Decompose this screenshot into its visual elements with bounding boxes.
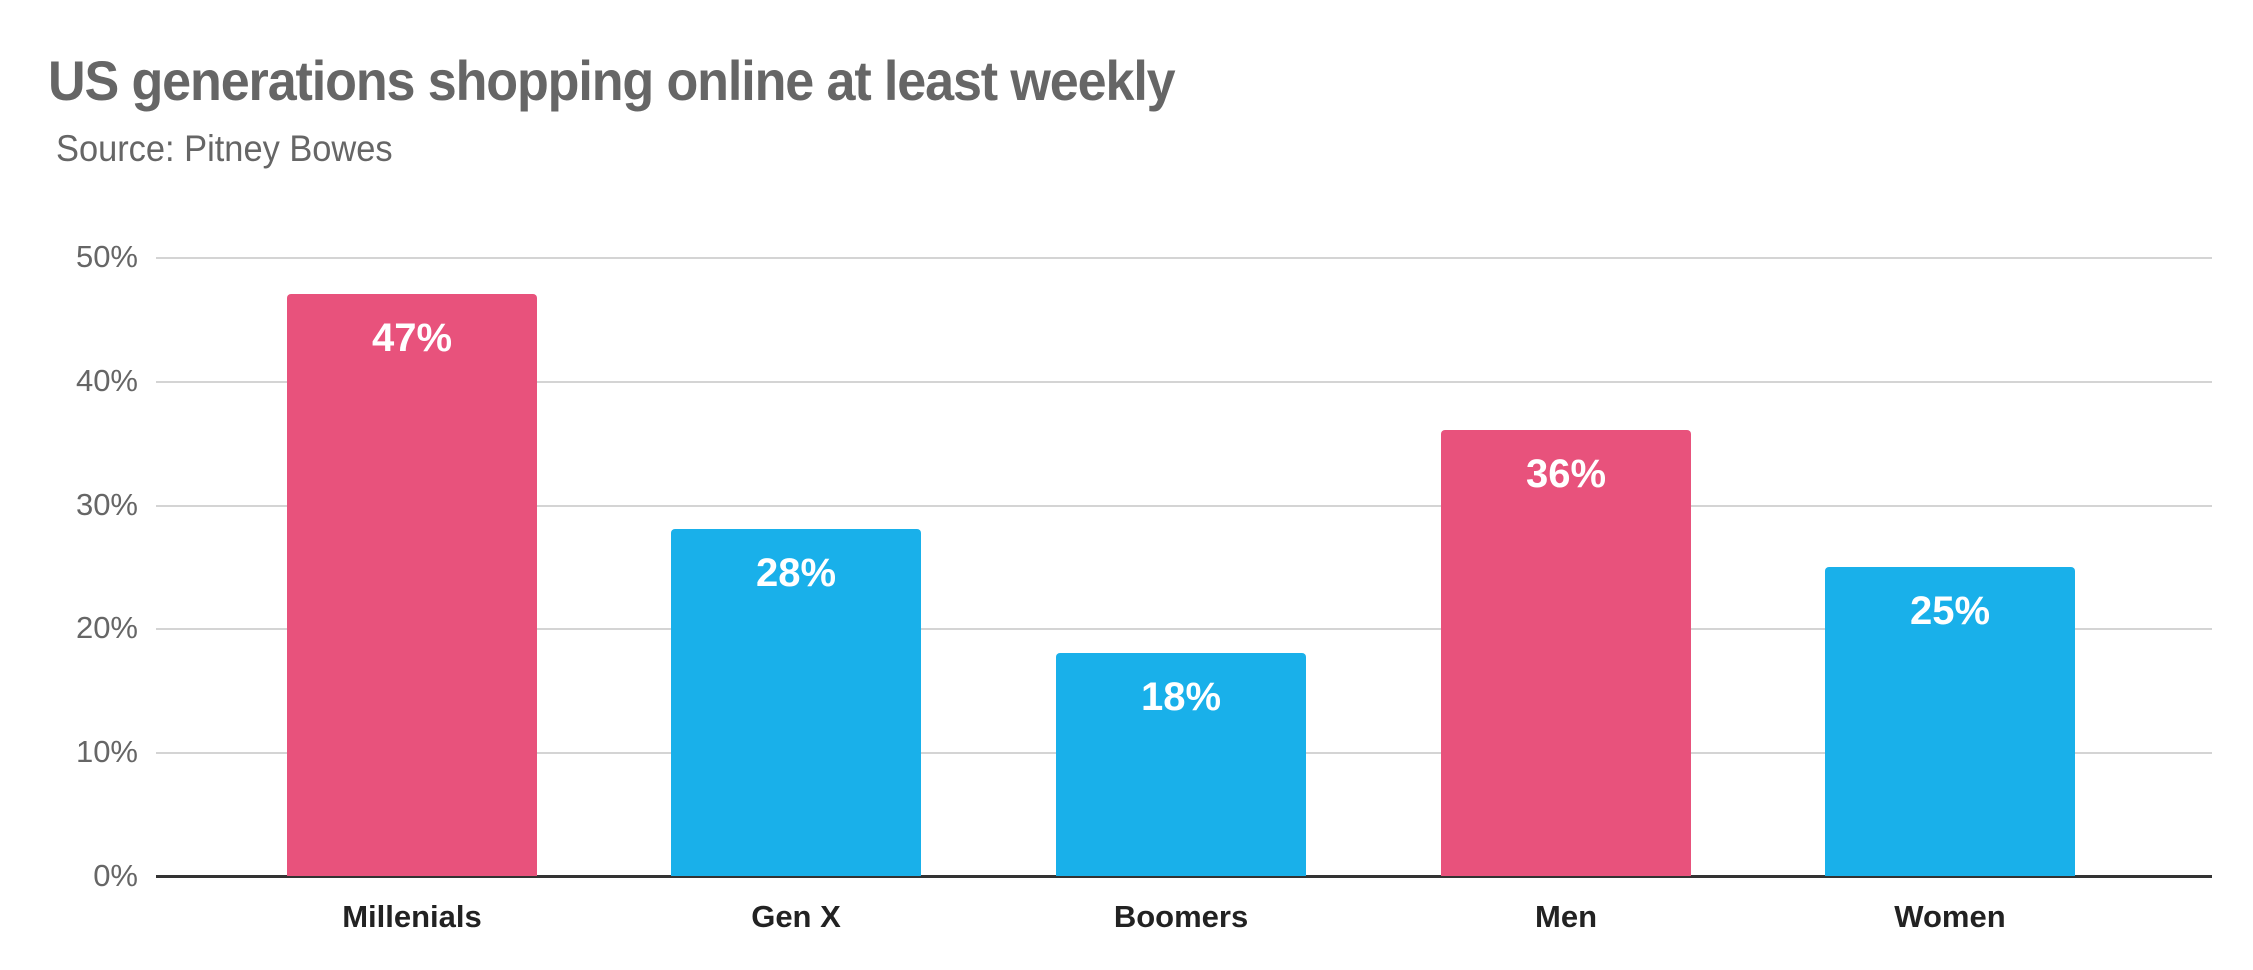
- gridline-30: [156, 504, 2212, 507]
- bar-boomers[interactable]: 18%: [1056, 653, 1306, 876]
- bar-women[interactable]: 25%: [1825, 566, 2075, 876]
- y-tick-label: 40%: [75, 362, 138, 398]
- x-category-label: Men: [1535, 899, 1597, 934]
- bar-value-label: 47%: [371, 316, 453, 361]
- y-tick-label: 20%: [75, 610, 138, 646]
- bar-value-label: 28%: [755, 551, 837, 596]
- y-tick-label: 10%: [75, 734, 138, 770]
- bar-gen-x[interactable]: 28%: [671, 529, 921, 876]
- y-tick-label: 50%: [75, 239, 138, 274]
- bar-value-label: 25%: [1909, 588, 1991, 633]
- bar-men[interactable]: 36%: [1441, 430, 1691, 876]
- x-category-label: Boomers: [1113, 899, 1249, 934]
- x-axis-line: [156, 875, 2212, 878]
- gridline-50: [156, 257, 2212, 259]
- plot-area: 50% 40% 30% 20% 10% 0% 47% 28% 18% 36% 2…: [76, 239, 2212, 934]
- bar-value-label: 36%: [1525, 452, 1607, 497]
- gridline-40: [156, 380, 2212, 383]
- x-category-label: Millenials: [342, 899, 482, 934]
- gridline-20: [156, 628, 2212, 631]
- y-tick-label: 30%: [75, 486, 138, 522]
- bar-value-label: 18%: [1140, 675, 1222, 720]
- bar-millenials[interactable]: 47%: [287, 294, 537, 876]
- x-category-label: Gen X: [751, 899, 841, 934]
- x-category-label: Women: [1894, 899, 2006, 934]
- y-tick-label: 0%: [93, 858, 138, 893]
- chart-subtitle: Source: Pitney Bowes: [56, 128, 393, 169]
- chart-title: US generations shopping online at least …: [48, 49, 1176, 112]
